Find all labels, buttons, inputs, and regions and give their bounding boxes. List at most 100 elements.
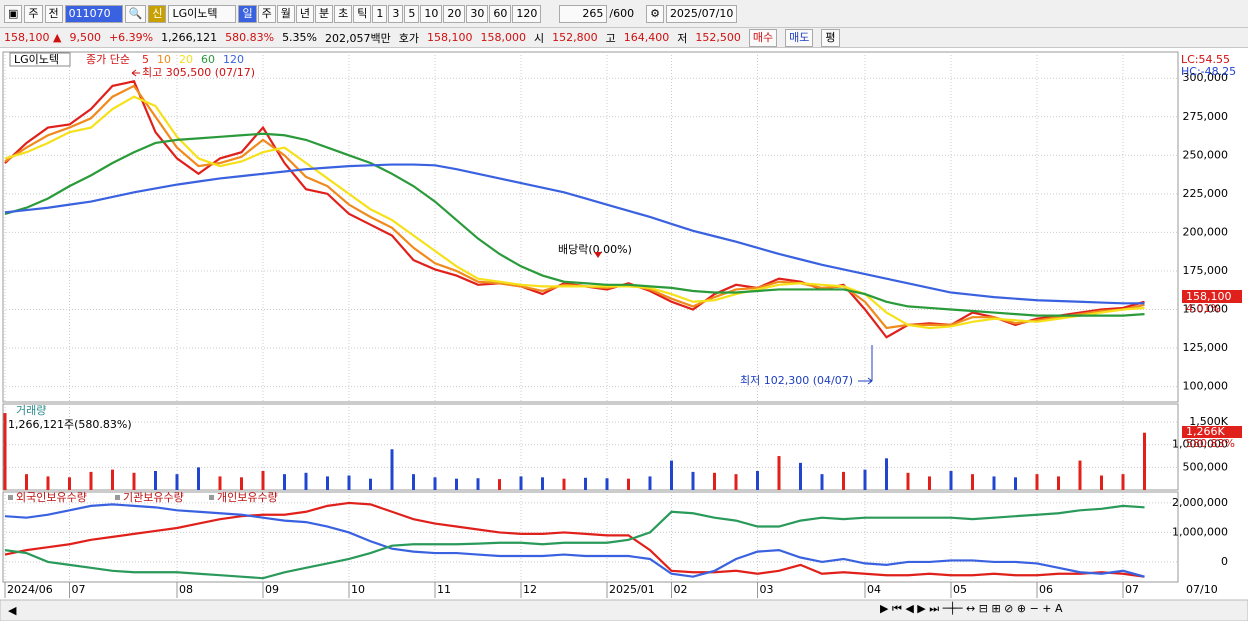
period-button[interactable]: 월 <box>276 4 295 23</box>
volume-ratio: 580.83% <box>225 31 275 44</box>
period-button[interactable]: 년 <box>295 4 314 23</box>
change: 9,500 <box>69 31 101 44</box>
open-label: 시 <box>534 31 545 45</box>
y-tick-label: 1,000,000 <box>1172 525 1228 538</box>
volume-bar <box>906 472 910 490</box>
period-button[interactable]: 일 <box>238 4 257 23</box>
volume-bar <box>132 472 136 490</box>
last-volume: 1,266K <box>1186 425 1225 438</box>
avg[interactable]: 평 <box>821 28 840 47</box>
volume-bar <box>519 476 523 490</box>
amount: 202,057백만 <box>325 31 391 45</box>
code[interactable]: 011070 <box>64 4 123 23</box>
legend-entry: 개인보유수량 <box>217 491 278 504</box>
stock-name: LG이노텍 <box>168 4 237 23</box>
x-tick-label: 10 <box>351 583 365 596</box>
volume-bar <box>1143 432 1146 490</box>
max: /600 <box>609 7 635 20</box>
period-button[interactable]: 20 <box>443 4 466 23</box>
volume-bar <box>412 474 415 490</box>
volume-bar <box>777 456 781 490</box>
volume-bar <box>390 449 394 490</box>
volume: 1,266,121 <box>161 31 218 44</box>
volume-bar <box>799 462 802 490</box>
legend-entry: 120 <box>223 53 244 66</box>
lc-label: LC:54.55 <box>1181 53 1230 66</box>
annotation-arrow <box>131 69 140 77</box>
volume-bar <box>885 458 888 490</box>
series-line <box>4 95 1145 330</box>
period-button[interactable]: 초 <box>334 4 353 23</box>
period-button[interactable]: 분 <box>314 4 334 23</box>
scroll-controls[interactable]: ▶ ⏮ ◀ ▶ ⏭ ─┼─ ↔ ⊟ ⊞ ⊘ ⊕ − + A <box>880 601 1063 615</box>
date[interactable]: 2025/07/10 <box>665 4 738 23</box>
market[interactable]: 주 <box>24 4 43 23</box>
sell[interactable]: 매도 <box>785 28 814 47</box>
volume-bar <box>197 467 200 490</box>
volume-bar <box>928 476 931 490</box>
volume-bar <box>283 474 286 490</box>
legend-swatch <box>209 495 214 500</box>
x-last-label: 07/10 <box>1186 583 1218 596</box>
volume-bar <box>175 474 179 490</box>
period-button[interactable]: 5 <box>404 4 420 23</box>
volume-bar <box>949 470 953 490</box>
prev[interactable]: 전 <box>44 4 63 23</box>
y-tick-label: 250,000 <box>1183 148 1229 161</box>
period-button[interactable]: 주 <box>257 4 276 23</box>
series-line <box>4 132 1145 317</box>
volume-bar <box>433 477 437 490</box>
legend-entry: 20 <box>179 53 193 66</box>
count[interactable]: 265 <box>559 4 608 23</box>
buy[interactable]: 매수 <box>748 28 778 47</box>
icon[interactable]: ▣ <box>4 4 23 23</box>
annotation-arrow <box>594 252 602 258</box>
volume-bar <box>992 476 996 490</box>
period-button[interactable]: 10 <box>420 4 443 23</box>
volume-bar <box>627 478 630 490</box>
volume-bar <box>1014 477 1017 490</box>
y-tick-label: 0 <box>1221 555 1228 568</box>
volume-bar <box>46 476 50 490</box>
x-tick-label: 07 <box>1125 583 1139 596</box>
last-volume-box <box>1182 426 1242 438</box>
period-button[interactable]: 60 <box>489 4 512 23</box>
hc-label: HC:-48.25 <box>1181 65 1236 78</box>
x-tick-label: 07 <box>72 583 86 596</box>
volume-bar <box>756 470 759 490</box>
volume-bar <box>863 469 867 490</box>
ask: 158,100 <box>427 31 473 44</box>
volume-bar <box>670 460 673 490</box>
volume-pane <box>2 403 1179 491</box>
volume-bar <box>1057 476 1060 490</box>
y-tick-label: 100,000 <box>1183 380 1229 393</box>
search[interactable]: 🔍 <box>124 4 147 23</box>
legend-entry: 기관보유수량 <box>123 491 184 504</box>
high: 164,400 <box>623 31 670 44</box>
period-button[interactable]: 틱 <box>353 4 372 23</box>
period-button[interactable]: 1 <box>372 4 388 23</box>
volume-bar <box>3 413 7 490</box>
credit: 신 <box>148 4 167 23</box>
volume-bar <box>648 476 652 490</box>
scrollbar[interactable] <box>0 599 1248 621</box>
y-tick-label: 125,000 <box>1183 341 1229 354</box>
volume-bar <box>369 478 372 490</box>
last-price: 158,100 <box>1186 290 1232 303</box>
volume-bar <box>326 476 329 490</box>
volume-bar <box>68 477 71 490</box>
volume-bar <box>304 472 308 490</box>
period-button[interactable]: 120 <box>512 4 542 23</box>
period-button[interactable]: 3 <box>388 4 404 23</box>
volume-bar <box>25 474 28 490</box>
volume-bar <box>971 474 974 490</box>
last-price-box <box>1182 290 1242 303</box>
scroll-left[interactable]: ◀ <box>8 604 17 617</box>
x-tick-label: 12 <box>523 583 537 596</box>
legend-entry: 10 <box>157 53 171 66</box>
tools[interactable]: ⚙ <box>646 4 664 23</box>
y-tick-label: 225,000 <box>1183 187 1229 200</box>
volume-bar <box>476 478 480 490</box>
period-button[interactable]: 30 <box>466 4 489 23</box>
